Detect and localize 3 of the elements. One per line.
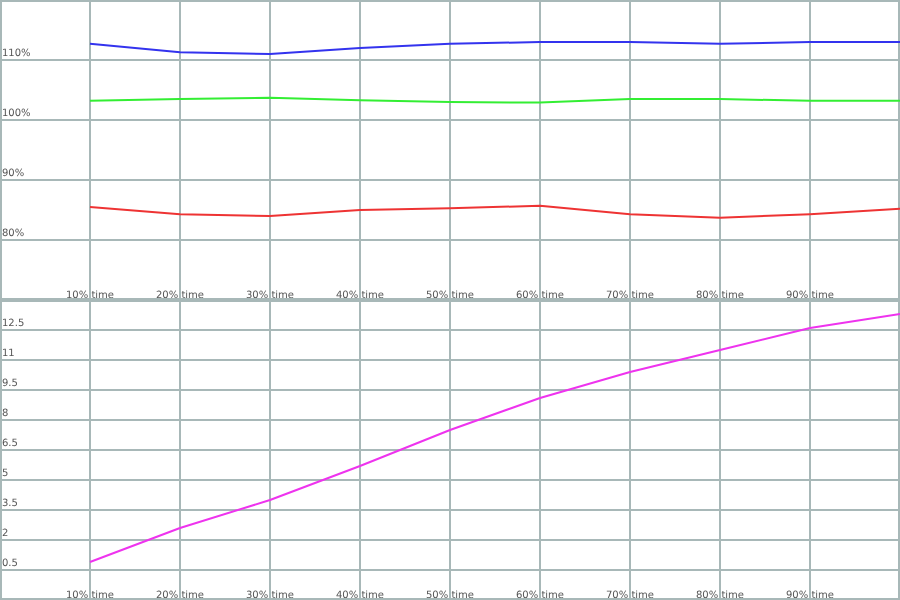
line-series: [89, 313, 900, 563]
line-series: [89, 204, 900, 219]
line-series: [89, 41, 900, 55]
